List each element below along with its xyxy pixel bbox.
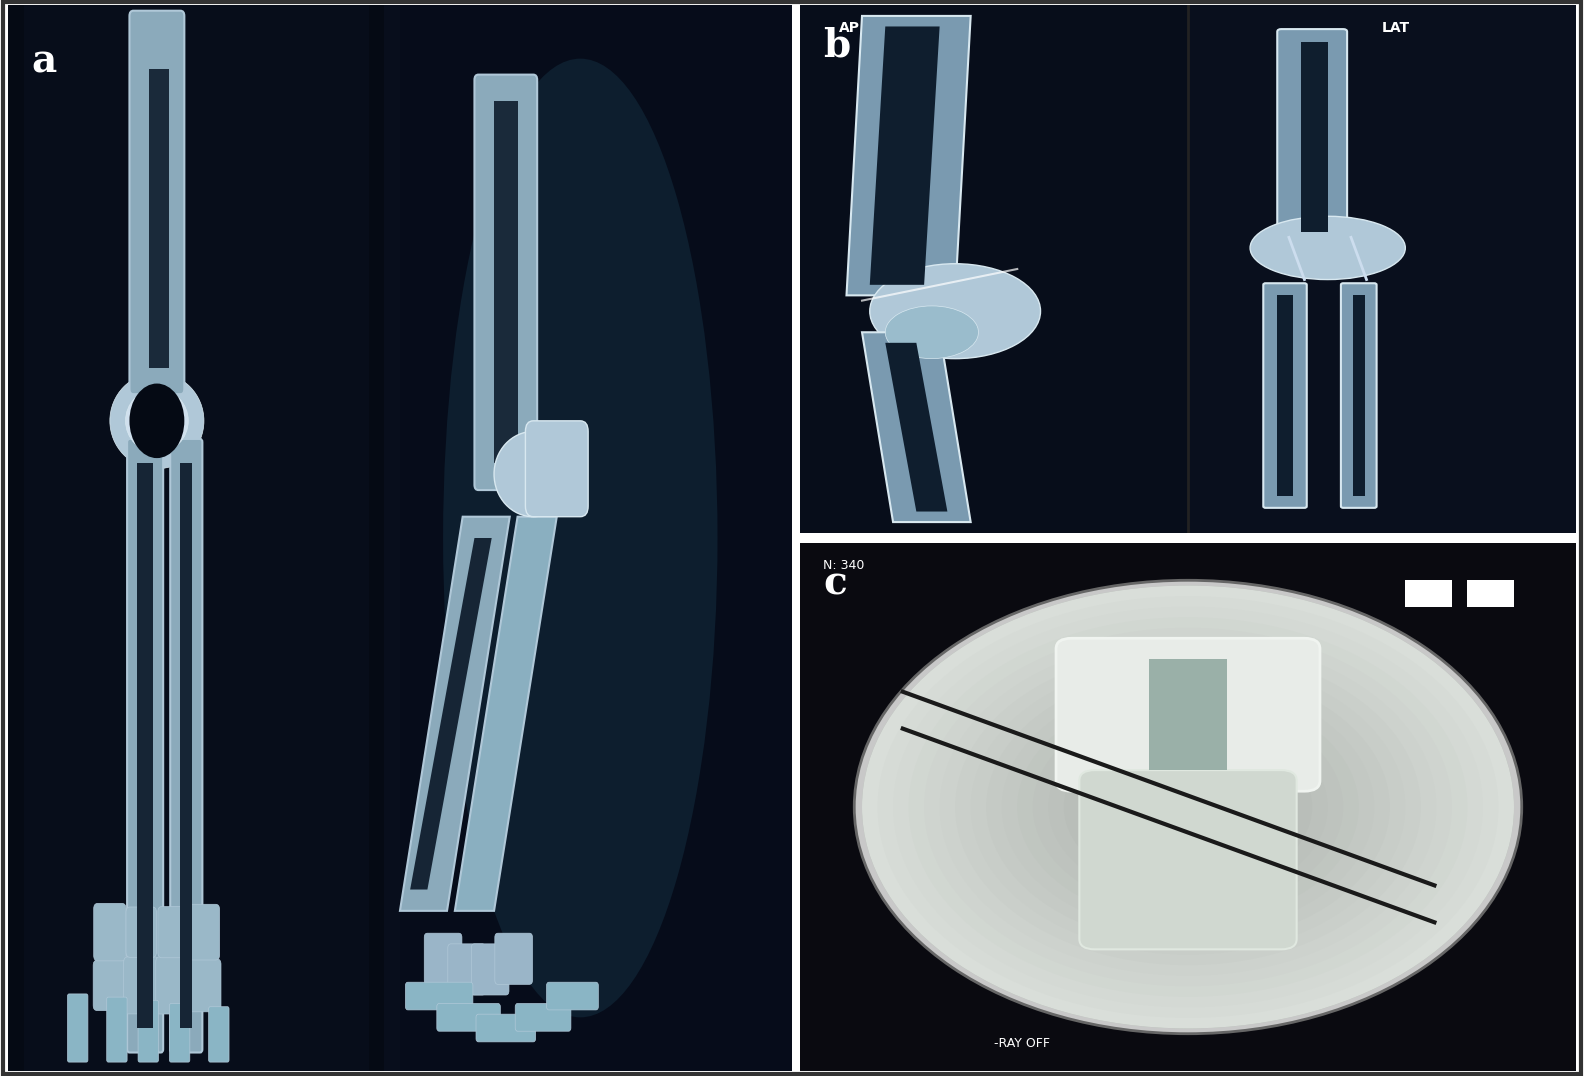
Bar bbox=[1150, 660, 1228, 770]
FancyBboxPatch shape bbox=[546, 982, 599, 1010]
Ellipse shape bbox=[444, 59, 718, 1018]
Ellipse shape bbox=[870, 264, 1041, 358]
Bar bbox=[24, 5, 369, 1071]
FancyBboxPatch shape bbox=[130, 11, 184, 394]
Polygon shape bbox=[401, 516, 510, 910]
Circle shape bbox=[862, 585, 1514, 1029]
FancyBboxPatch shape bbox=[1342, 283, 1376, 508]
Circle shape bbox=[1064, 723, 1312, 891]
FancyBboxPatch shape bbox=[106, 997, 127, 1062]
Circle shape bbox=[130, 383, 184, 458]
Bar bbox=[1405, 580, 1453, 607]
Bar bbox=[401, 5, 792, 1071]
FancyBboxPatch shape bbox=[1264, 283, 1307, 508]
Circle shape bbox=[923, 627, 1453, 987]
Circle shape bbox=[1079, 733, 1297, 881]
FancyBboxPatch shape bbox=[169, 1004, 190, 1062]
FancyBboxPatch shape bbox=[155, 957, 190, 1014]
Polygon shape bbox=[846, 16, 971, 296]
Circle shape bbox=[939, 638, 1437, 976]
Circle shape bbox=[1017, 691, 1359, 923]
Ellipse shape bbox=[125, 388, 188, 453]
Circle shape bbox=[1156, 785, 1220, 829]
FancyBboxPatch shape bbox=[188, 904, 220, 960]
Polygon shape bbox=[455, 516, 558, 910]
FancyBboxPatch shape bbox=[1277, 29, 1346, 245]
Bar bbox=[1353, 296, 1365, 496]
Ellipse shape bbox=[885, 306, 979, 358]
Polygon shape bbox=[410, 538, 491, 890]
Bar bbox=[1467, 580, 1514, 607]
FancyBboxPatch shape bbox=[93, 960, 127, 1010]
FancyBboxPatch shape bbox=[1057, 638, 1319, 791]
Circle shape bbox=[1110, 754, 1266, 860]
Text: a: a bbox=[32, 43, 57, 81]
FancyBboxPatch shape bbox=[477, 1015, 535, 1042]
Bar bbox=[1188, 5, 1576, 533]
Circle shape bbox=[1033, 702, 1343, 912]
Circle shape bbox=[1049, 712, 1327, 902]
FancyBboxPatch shape bbox=[124, 957, 158, 1014]
Bar bbox=[181, 464, 192, 1028]
FancyBboxPatch shape bbox=[475, 74, 537, 490]
FancyBboxPatch shape bbox=[1079, 770, 1297, 949]
FancyBboxPatch shape bbox=[406, 982, 474, 1010]
FancyBboxPatch shape bbox=[187, 959, 222, 1011]
Text: N: 340: N: 340 bbox=[824, 560, 865, 572]
Ellipse shape bbox=[1250, 216, 1405, 280]
Circle shape bbox=[1126, 765, 1250, 849]
Circle shape bbox=[1172, 796, 1204, 818]
Text: -RAY OFF: -RAY OFF bbox=[995, 1036, 1050, 1049]
FancyBboxPatch shape bbox=[209, 1007, 230, 1062]
FancyBboxPatch shape bbox=[526, 421, 588, 516]
FancyBboxPatch shape bbox=[448, 944, 485, 995]
FancyBboxPatch shape bbox=[68, 994, 87, 1062]
FancyBboxPatch shape bbox=[93, 904, 127, 961]
FancyBboxPatch shape bbox=[169, 439, 203, 1052]
Bar bbox=[385, 5, 792, 1071]
FancyBboxPatch shape bbox=[494, 933, 532, 985]
Bar bbox=[149, 69, 168, 368]
Circle shape bbox=[909, 618, 1467, 996]
FancyBboxPatch shape bbox=[515, 1004, 570, 1031]
Circle shape bbox=[1095, 744, 1281, 870]
Polygon shape bbox=[885, 343, 947, 511]
Text: LAT: LAT bbox=[1381, 22, 1410, 36]
Text: b: b bbox=[824, 27, 851, 65]
FancyBboxPatch shape bbox=[437, 1004, 501, 1031]
Bar bbox=[138, 464, 154, 1028]
Bar bbox=[1300, 42, 1327, 232]
Circle shape bbox=[971, 660, 1405, 954]
Circle shape bbox=[854, 580, 1522, 1034]
Polygon shape bbox=[870, 27, 939, 285]
Circle shape bbox=[878, 596, 1498, 1018]
FancyBboxPatch shape bbox=[138, 1001, 158, 1062]
Circle shape bbox=[987, 670, 1389, 944]
Circle shape bbox=[893, 607, 1483, 1007]
Text: AP: AP bbox=[840, 22, 860, 36]
Polygon shape bbox=[862, 332, 971, 522]
Circle shape bbox=[1001, 680, 1375, 934]
Ellipse shape bbox=[494, 431, 572, 516]
FancyBboxPatch shape bbox=[472, 944, 508, 995]
FancyBboxPatch shape bbox=[127, 439, 163, 1052]
FancyBboxPatch shape bbox=[425, 933, 463, 985]
Ellipse shape bbox=[109, 373, 204, 469]
Bar bbox=[494, 101, 518, 464]
FancyBboxPatch shape bbox=[158, 907, 187, 958]
Circle shape bbox=[862, 585, 1514, 1029]
Bar bbox=[1277, 296, 1293, 496]
FancyBboxPatch shape bbox=[127, 907, 157, 958]
Circle shape bbox=[1142, 776, 1234, 838]
Text: c: c bbox=[824, 565, 847, 603]
Circle shape bbox=[955, 649, 1421, 965]
